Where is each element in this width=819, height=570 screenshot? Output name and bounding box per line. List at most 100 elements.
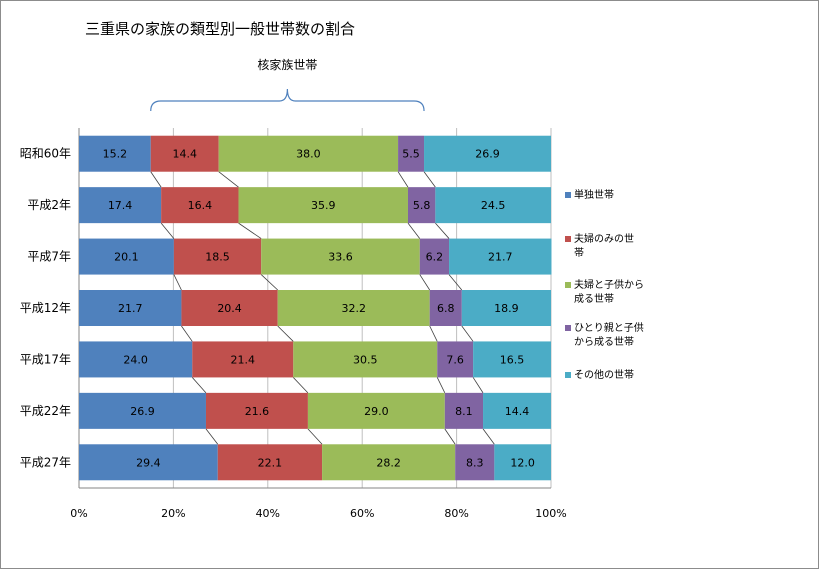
series-line (472, 377, 484, 394)
data-label: 8.3 (466, 456, 484, 469)
bar-segment (444, 392, 484, 429)
series-line (423, 171, 436, 188)
category-label: 平成17年 (20, 352, 71, 366)
data-label: 6.8 (437, 302, 455, 315)
legend-swatch (565, 372, 571, 378)
bar-segment (449, 238, 552, 275)
data-label: 6.2 (426, 251, 444, 264)
series-line (444, 428, 456, 445)
category-label: 平成27年 (20, 455, 71, 469)
series-line (150, 171, 162, 188)
bar-segment (461, 290, 551, 326)
bar-segment (398, 135, 425, 172)
data-label: 14.4 (505, 405, 530, 418)
legend-swatch (565, 325, 571, 331)
legend-label: 単独世帯 (574, 188, 614, 201)
x-tick-label: 80% (444, 507, 468, 520)
legend-label: 成る世帯 (574, 292, 614, 305)
bar-segment (437, 341, 474, 378)
series-line (435, 222, 450, 239)
bar-segment (150, 135, 219, 172)
data-label: 12.0 (510, 456, 535, 469)
x-tick-label: 60% (350, 507, 374, 520)
series-line (260, 274, 278, 291)
data-label: 32.2 (341, 302, 366, 315)
data-label: 5.8 (413, 199, 431, 212)
data-label: 20.1 (114, 251, 139, 264)
data-label: 8.1 (455, 405, 473, 418)
legend-swatch (565, 192, 571, 198)
bar-segment (261, 238, 420, 275)
legend-label: から成る世帯 (574, 335, 634, 348)
bar-segment (79, 290, 182, 326)
bar-segment (79, 444, 218, 481)
data-label: 29.0 (364, 405, 389, 418)
data-label: 16.4 (188, 199, 213, 212)
series-line (292, 377, 309, 394)
category-label: 平成2年 (27, 198, 71, 212)
series-line (205, 428, 219, 445)
data-label: 21.6 (245, 405, 270, 418)
series-line (191, 377, 207, 394)
series-line (482, 428, 495, 445)
data-label: 26.9 (130, 405, 155, 418)
x-tick-label: 20% (161, 507, 185, 520)
data-label: 16.5 (500, 353, 525, 366)
bar-segment (494, 444, 551, 481)
series-line (397, 171, 409, 188)
bar-segment (419, 238, 450, 275)
series-line (307, 428, 323, 445)
data-label: 29.4 (136, 456, 161, 469)
series-line (429, 325, 438, 342)
bracket-brace (150, 88, 425, 112)
bar-segment (277, 290, 430, 326)
series-line (461, 325, 474, 342)
series-line (160, 222, 175, 239)
bar-segment (307, 392, 445, 429)
bar-segment (79, 135, 151, 172)
legend-label: 夫婦と子供から (574, 278, 644, 291)
bar-segment (181, 290, 278, 326)
data-label: 21.4 (231, 353, 256, 366)
data-label: 30.5 (353, 353, 378, 366)
data-label: 7.6 (446, 353, 464, 366)
bar-segment (218, 135, 399, 172)
x-tick-label: 0% (70, 507, 87, 520)
series-line (448, 274, 463, 291)
x-tick-label: 100% (535, 507, 566, 520)
data-label: 21.7 (118, 302, 143, 315)
data-label: 18.9 (494, 302, 519, 315)
series-line (218, 171, 239, 188)
bar-segment (217, 444, 323, 481)
series-line (173, 274, 182, 291)
series-line (277, 325, 294, 342)
bar-segment (473, 341, 551, 378)
data-label: 24.5 (481, 199, 506, 212)
data-label: 24.0 (123, 353, 148, 366)
legend-label: その他の世帯 (574, 368, 634, 381)
bar-segment (205, 392, 308, 429)
chart-title: 三重県の家族の類型別一般世帯数の割合 (85, 20, 355, 38)
bar-segment (293, 341, 438, 378)
legend-swatch (565, 282, 571, 288)
data-label: 22.1 (258, 456, 283, 469)
category-label: 平成22年 (20, 404, 71, 418)
data-label: 15.2 (103, 148, 128, 161)
series-line (238, 222, 262, 239)
bar-segment (192, 341, 294, 378)
data-label: 18.5 (205, 251, 230, 264)
category-label: 平成12年 (20, 301, 71, 315)
data-label: 26.9 (475, 148, 500, 161)
bar-segment (79, 392, 206, 429)
legend-label: 帯 (574, 246, 584, 259)
series-line (407, 222, 421, 239)
data-label: 14.4 (172, 148, 197, 161)
series-line (436, 377, 446, 394)
data-label: 28.2 (376, 456, 401, 469)
category-label: 平成7年 (27, 250, 71, 264)
bar-segment (238, 187, 408, 224)
legend-label: 夫婦のみの世 (574, 233, 634, 245)
bar-segment (79, 238, 174, 275)
